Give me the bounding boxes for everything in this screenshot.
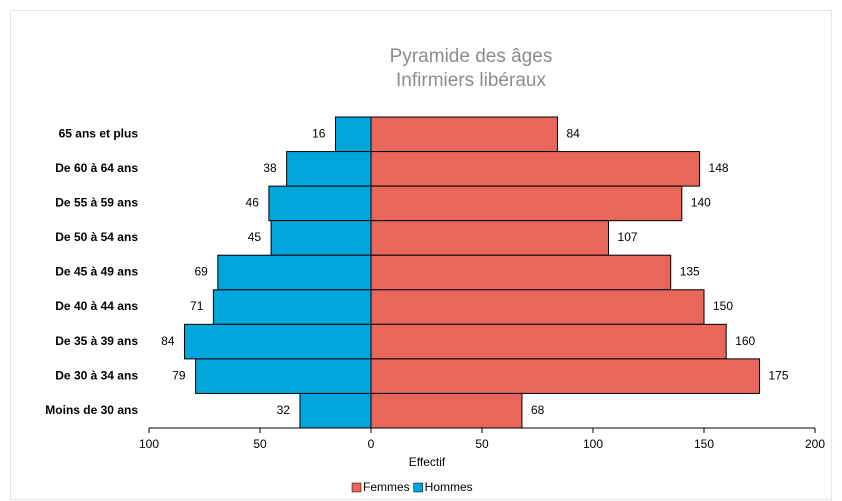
bar: [299, 392, 372, 429]
data-label: 150: [713, 299, 733, 313]
chart-title: Pyramide des âges: [390, 46, 553, 67]
bar: [370, 289, 705, 325]
data-label: 135: [680, 265, 700, 279]
x-tick-label: 50: [475, 437, 489, 451]
bar: [370, 220, 610, 256]
chart-border: [10, 10, 832, 500]
data-label: 175: [769, 368, 789, 382]
data-label: 71: [190, 299, 204, 313]
legend-label: Hommes: [425, 480, 473, 494]
bar: [370, 358, 760, 394]
y-tick-label: De 30 à 34 ans: [55, 368, 138, 382]
x-tick-label: 200: [805, 437, 825, 451]
legend-swatch: [413, 482, 423, 493]
y-tick-label: De 50 à 54 ans: [55, 230, 138, 244]
bar: [268, 185, 372, 222]
data-label: 148: [709, 161, 729, 175]
bar: [217, 254, 372, 291]
x-tick-label: 150: [694, 437, 714, 451]
data-label: 107: [618, 230, 638, 244]
y-tick-label: De 45 à 49 ans: [55, 265, 138, 279]
bar: [370, 392, 523, 429]
data-label: 45: [248, 230, 262, 244]
data-label: 32: [277, 403, 291, 417]
data-label: 84: [161, 334, 175, 348]
legend-label: Femmes: [363, 480, 410, 494]
bar: [334, 116, 372, 153]
bar: [212, 289, 372, 325]
y-tick-label: De 40 à 44 ans: [55, 299, 138, 313]
chart-subtitle: Infirmiers libéraux: [396, 70, 546, 91]
data-label: 140: [691, 196, 711, 210]
y-tick-label: 65 ans et plus: [59, 126, 139, 140]
bar: [370, 254, 672, 291]
data-label: 68: [531, 403, 545, 417]
bar: [370, 185, 683, 222]
data-label: 38: [263, 161, 277, 175]
bar: [184, 323, 372, 360]
data-label: 84: [566, 126, 580, 140]
data-label: 46: [246, 196, 260, 210]
legend-swatch: [351, 482, 362, 493]
x-tick-label: 100: [583, 437, 603, 451]
x-tick-label: 50: [253, 437, 267, 451]
bar: [370, 151, 701, 187]
bar: [195, 358, 372, 394]
data-label: 16: [312, 126, 326, 140]
x-tick-label: 0: [368, 437, 375, 451]
data-label: 69: [194, 265, 208, 279]
y-tick-label: De 35 à 39 ans: [55, 334, 138, 348]
data-label: 160: [735, 334, 755, 348]
y-tick-label: Moins de 30 ans: [45, 403, 138, 417]
x-tick-label: 100: [139, 437, 159, 451]
y-tick-label: De 60 à 64 ans: [55, 161, 138, 175]
x-axis-label: Effectif: [409, 455, 446, 469]
bar: [370, 116, 558, 153]
bar: [370, 323, 727, 360]
y-tick-label: De 55 à 59 ans: [55, 196, 138, 210]
bar: [270, 220, 372, 256]
bar: [286, 151, 372, 187]
data-label: 79: [172, 368, 186, 382]
